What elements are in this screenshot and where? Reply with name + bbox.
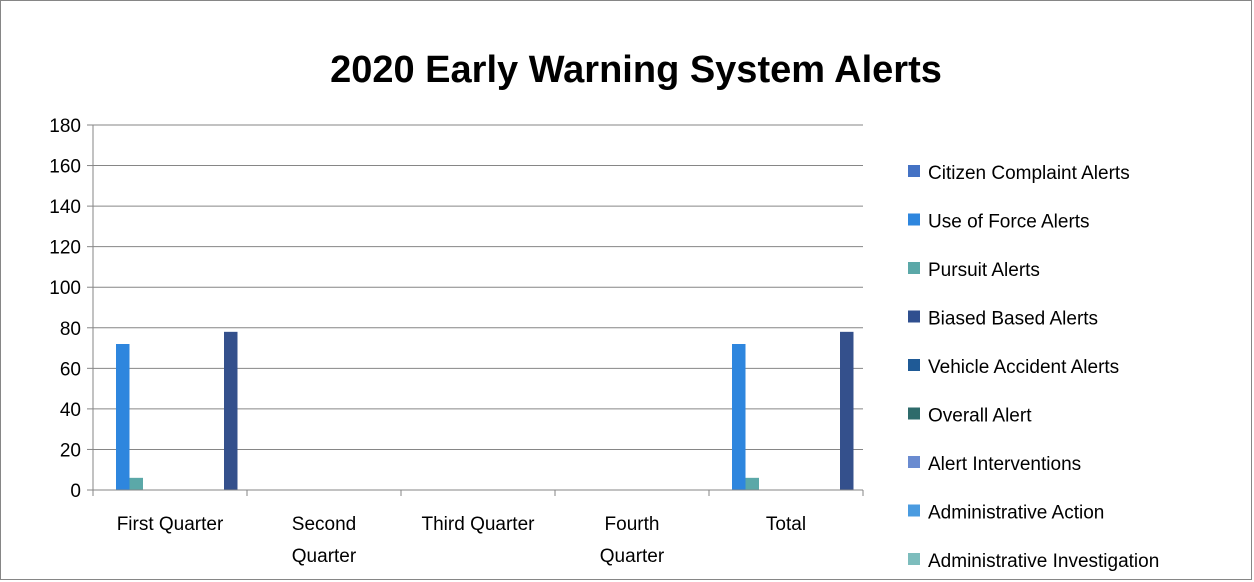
x-tick-label: Quarter: [292, 546, 357, 567]
bar: [116, 344, 130, 490]
legend-label: Administrative Investigation: [928, 551, 1159, 572]
legend-swatch: [908, 504, 920, 517]
bar: [840, 331, 854, 490]
y-tick-label: 180: [49, 116, 81, 137]
legend-swatch: [908, 213, 920, 226]
y-tick-label: 20: [60, 440, 81, 461]
bar: [745, 477, 759, 490]
legend: Citizen Complaint Alerts Use of Force Ale…: [908, 163, 1159, 572]
legend-label: Biased Based Alerts: [928, 309, 1098, 330]
y-tick-label: 140: [49, 197, 81, 218]
y-tick-label: 0: [70, 481, 81, 502]
x-tick-label: Quarter: [600, 546, 665, 567]
y-tick-label: 60: [60, 359, 81, 380]
legend-label: Use of Force Alerts: [928, 212, 1090, 233]
x-axis-ticks: First Quarter Second Quarter Third Quarter F…: [92, 490, 864, 567]
legend-swatch: [908, 310, 920, 323]
legend-swatch: [908, 359, 920, 371]
x-tick-label: Total: [766, 514, 806, 535]
bar: [129, 477, 143, 490]
axes: [92, 125, 863, 491]
x-tick-label: Second: [292, 514, 356, 535]
y-tick-label: 100: [49, 278, 81, 299]
bar: [732, 344, 746, 490]
legend-label: Alert Interventions: [928, 454, 1081, 475]
bar: [224, 331, 238, 490]
y-axis-ticks: 0 20 40 60 80 100 120 140 160 180: [49, 116, 93, 502]
legend-label: Overall Alert: [928, 406, 1032, 427]
legend-swatch: [908, 553, 920, 565]
y-tick-label: 160: [49, 157, 81, 178]
legend-swatch: [908, 456, 920, 468]
y-tick-label: 120: [49, 238, 81, 259]
gridlines: [93, 124, 863, 450]
bars: [116, 331, 854, 490]
legend-label: Citizen Complaint Alerts: [928, 163, 1130, 184]
legend-swatch: [908, 407, 920, 420]
legend-label: Vehicle Accident Alerts: [928, 357, 1119, 378]
legend-label: Pursuit Alerts: [928, 260, 1040, 281]
legend-label: Administrative Action: [928, 503, 1104, 524]
y-tick-label: 80: [60, 319, 81, 340]
legend-swatch: [908, 262, 920, 274]
legend-swatch: [908, 165, 920, 177]
x-tick-label: First Quarter: [117, 514, 224, 535]
chart-title: 2020 Early Warning System Alerts: [330, 49, 942, 91]
x-tick-label: Third Quarter: [422, 514, 536, 535]
y-tick-label: 40: [60, 400, 81, 421]
x-tick-label: Fourth: [605, 514, 660, 535]
